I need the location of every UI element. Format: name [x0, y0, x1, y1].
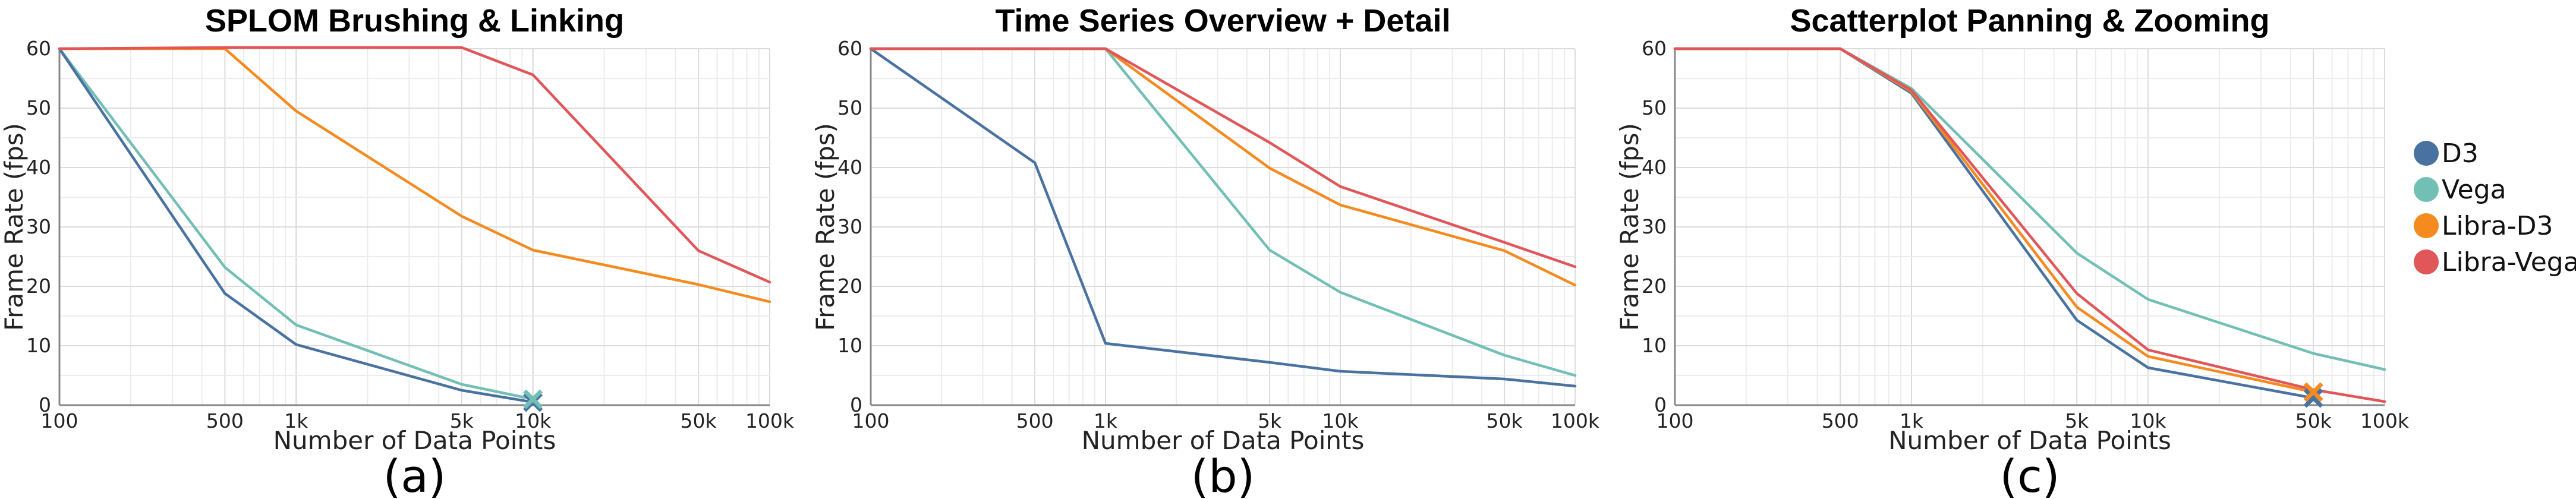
legend-label: Libra-D3	[2442, 211, 2553, 241]
x-tick-label: 500	[206, 409, 244, 432]
legend-label: D3	[2442, 138, 2479, 169]
y-tick-label: 0	[850, 393, 862, 416]
x-tick-label: 100	[41, 409, 78, 432]
x-tick-label: 1k	[1900, 409, 1924, 432]
series-line-libra-vega	[869, 47, 1577, 269]
y-axis-label: Frame Rate (fps)	[1615, 123, 1644, 331]
legend-swatch	[2414, 250, 2439, 274]
y-tick-label: 30	[1642, 215, 1667, 238]
x-tick-label: 5k	[1258, 409, 1282, 432]
chart-title: Scatterplot Panning & Zooming	[1790, 3, 2270, 39]
series-line-libra-vega	[1673, 47, 2386, 403]
x-axis-label: Number of Data Points	[1082, 426, 1365, 455]
x-tick-label: 500	[1822, 409, 1859, 432]
x-tick-label: 10k	[515, 409, 552, 432]
x-axis-label: Number of Data Points	[1888, 426, 2171, 455]
y-tick-label: 50	[26, 96, 51, 119]
y-tick-label: 20	[1642, 274, 1667, 298]
y-tick-label: 10	[1642, 334, 1667, 357]
series-line-libra-d3	[58, 47, 771, 304]
terminal-marker-d3	[523, 392, 543, 412]
series-line-vega	[1673, 47, 2386, 371]
x-tick-label: 10k	[1322, 409, 1359, 432]
y-tick-label: 0	[1654, 393, 1667, 416]
y-tick-label: 20	[837, 274, 862, 298]
terminal-marker-libra-d3	[2303, 382, 2323, 402]
y-tick-label: 30	[26, 215, 51, 238]
legend-swatch	[2414, 213, 2439, 238]
x-tick-label: 1k	[284, 409, 308, 432]
panel-label: (b)	[1191, 450, 1255, 499]
x-tick-label: 5k	[450, 409, 474, 432]
x-tick-label: 5k	[2065, 409, 2089, 432]
legend-item-vega: Vega	[2414, 175, 2506, 205]
x-tick-label: 50k	[1487, 409, 1523, 432]
terminal-marker-vega	[523, 389, 543, 409]
x-tick-label: 100	[1657, 409, 1694, 432]
chart-panel-1: 100 500 1k 5k 10k 50k 100k 0 10 20 30 40 50 60 SPLOM B…	[0, 3, 795, 499]
series-line-libra-d3	[1673, 47, 2315, 394]
y-tick-label: 60	[1642, 37, 1667, 60]
y-axis-label: Frame Rate (fps)	[0, 123, 29, 331]
series-line-vega	[869, 47, 1577, 377]
y-axis-label: Frame Rate (fps)	[811, 123, 840, 331]
grid	[59, 48, 770, 406]
chart-panel-2: 100 500 1k 5k 10k 50k 100k 0 10 20 30 40 50 60 Time Se…	[811, 3, 1600, 499]
terminal-marker-d3	[2303, 388, 2323, 408]
panel-label: (c)	[1999, 450, 2059, 499]
y-tick-label: 10	[26, 334, 51, 357]
x-tick-label: 100k	[1551, 409, 1600, 432]
panel-label: (a)	[383, 450, 446, 499]
x-tick-label: 100k	[2360, 409, 2410, 432]
series-line-libra-vega	[58, 46, 771, 284]
legend-label: Libra-Vega	[2442, 247, 2576, 277]
y-tick-label: 50	[837, 96, 862, 119]
x-tick-label: 10k	[2130, 409, 2166, 432]
x-tick-label: 1k	[1094, 409, 1118, 432]
legend: D3 Vega Libra-D3 Libra-Vega	[2414, 138, 2576, 277]
y-tick-label: 0	[39, 393, 51, 416]
legend-swatch	[2414, 141, 2439, 166]
y-tick-label: 30	[837, 215, 862, 238]
legend-item-libra-vega: Libra-Vega	[2414, 247, 2576, 277]
y-tick-label: 40	[26, 156, 51, 179]
y-tick-label: 10	[837, 334, 862, 357]
y-tick-label: 40	[1642, 156, 1667, 179]
grid	[1674, 48, 2385, 406]
legend-swatch	[2414, 177, 2439, 202]
y-tick-label: 60	[837, 37, 862, 60]
legend-item-d3: D3	[2414, 138, 2479, 169]
x-axis-label: Number of Data Points	[273, 426, 556, 455]
y-tick-label: 50	[1642, 96, 1667, 119]
x-tick-label: 50k	[681, 409, 717, 432]
series-line-d3	[869, 47, 1577, 388]
x-tick-label: 50k	[2295, 409, 2332, 432]
x-tick-label: 100k	[745, 409, 795, 432]
legend-item-libra-d3: Libra-D3	[2414, 211, 2553, 241]
x-tick-label: 500	[1016, 409, 1054, 432]
y-tick-label: 40	[837, 156, 862, 179]
y-tick-label: 20	[26, 274, 51, 298]
grid	[870, 48, 1576, 406]
chart-title: SPLOM Brushing & Linking	[205, 3, 624, 39]
legend-label: Vega	[2442, 175, 2506, 205]
chart-title: Time Series Overview + Detail	[996, 3, 1451, 39]
x-tick-label: 100	[852, 409, 890, 432]
chart-panel-3: 100 500 1k 5k 10k 50k 100k 0 10 20 30 40 50 60 Scatter…	[1615, 3, 2410, 499]
y-tick-label: 60	[26, 37, 51, 60]
